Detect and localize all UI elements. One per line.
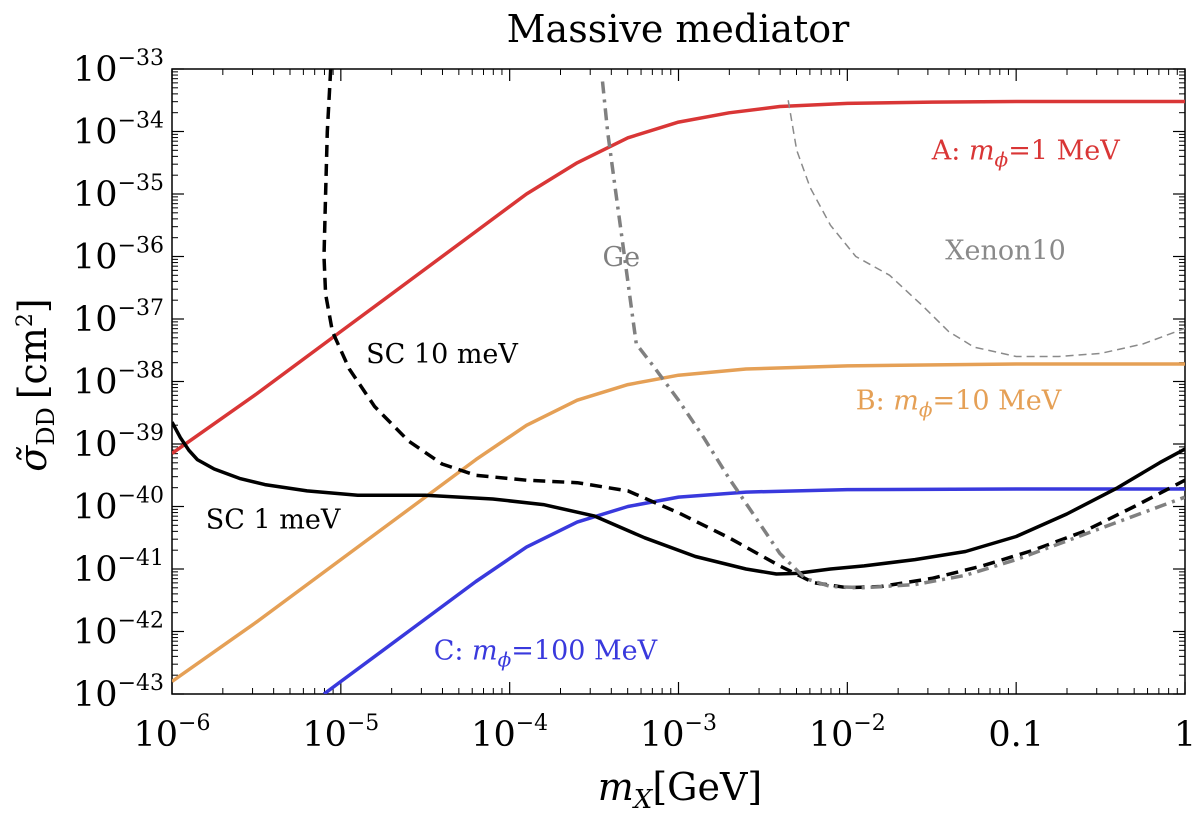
y-tick-label: 10−40 (73, 484, 164, 528)
curve-A-red (172, 99, 1185, 455)
curve-label-A-red: A: mϕ=1 MeV (931, 136, 1120, 172)
curve-label-SC-1meV: SC 1 meV (206, 504, 341, 535)
y-tick-label: 10−38 (73, 359, 164, 403)
y-tick-label: 10−36 (73, 234, 164, 278)
curve-label-Xenon10: Xenon10 (945, 236, 1066, 267)
y-tick-label: 10−39 (73, 421, 164, 465)
title-text: Massive mediator (507, 7, 851, 51)
y-tick-label: 10−34 (73, 109, 164, 153)
curve-label-B-orange: B: mϕ=10 MeV (856, 386, 1062, 422)
curve-labels: A: mϕ=1 MeV B: mϕ=10 MeV C: mϕ=100 MeV SC 1… (206, 136, 1120, 672)
x-axis-label: mX[GeV] (598, 765, 763, 815)
y-tick-label: 10−33 (73, 46, 164, 90)
axis-ticks (171, 68, 1186, 695)
curves (172, 69, 1185, 694)
axis-tick-labels: 10−6 10−5 10−4 10−3 10−2 0.1 1 10−33 10−34 10−35 1… (73, 46, 1196, 755)
chart-title: Massive mediator (507, 7, 851, 51)
curve-C-blue (322, 487, 1185, 694)
curve-SC-1meV (172, 421, 1185, 576)
curve-SC-10meV (322, 69, 1185, 590)
y-axis-label: σ̃DD[cm2] (11, 298, 60, 471)
x-tick-label: 10−3 (640, 711, 717, 755)
y-tick-label: 10−35 (73, 171, 164, 215)
y-tick-label: 10−43 (73, 671, 164, 715)
x-tick-label: 10−2 (809, 711, 886, 755)
y-tick-label: 10−42 (73, 609, 164, 653)
y-tick-label: 10−41 (73, 546, 164, 590)
curve-label-Ge: Ge (603, 242, 641, 273)
curve-label-SC-10meV: SC 10 meV (366, 339, 518, 370)
x-tick-label: 10−4 (471, 711, 548, 755)
y-axis-label-group: σ̃DD[cm2] (11, 298, 60, 471)
curve-Ge (600, 81, 1185, 590)
x-tick-label: 1 (1174, 715, 1196, 755)
x-tick-label: 0.1 (988, 715, 1044, 755)
x-tick-label: 10−6 (134, 711, 211, 755)
curve-B-orange (172, 362, 1185, 683)
curve-Xenon10 (787, 100, 1185, 358)
y-tick-label: 10−37 (73, 296, 164, 340)
curve-label-C-blue: C: mϕ=100 MeV (434, 636, 658, 672)
x-tick-label: 10−5 (302, 711, 379, 755)
